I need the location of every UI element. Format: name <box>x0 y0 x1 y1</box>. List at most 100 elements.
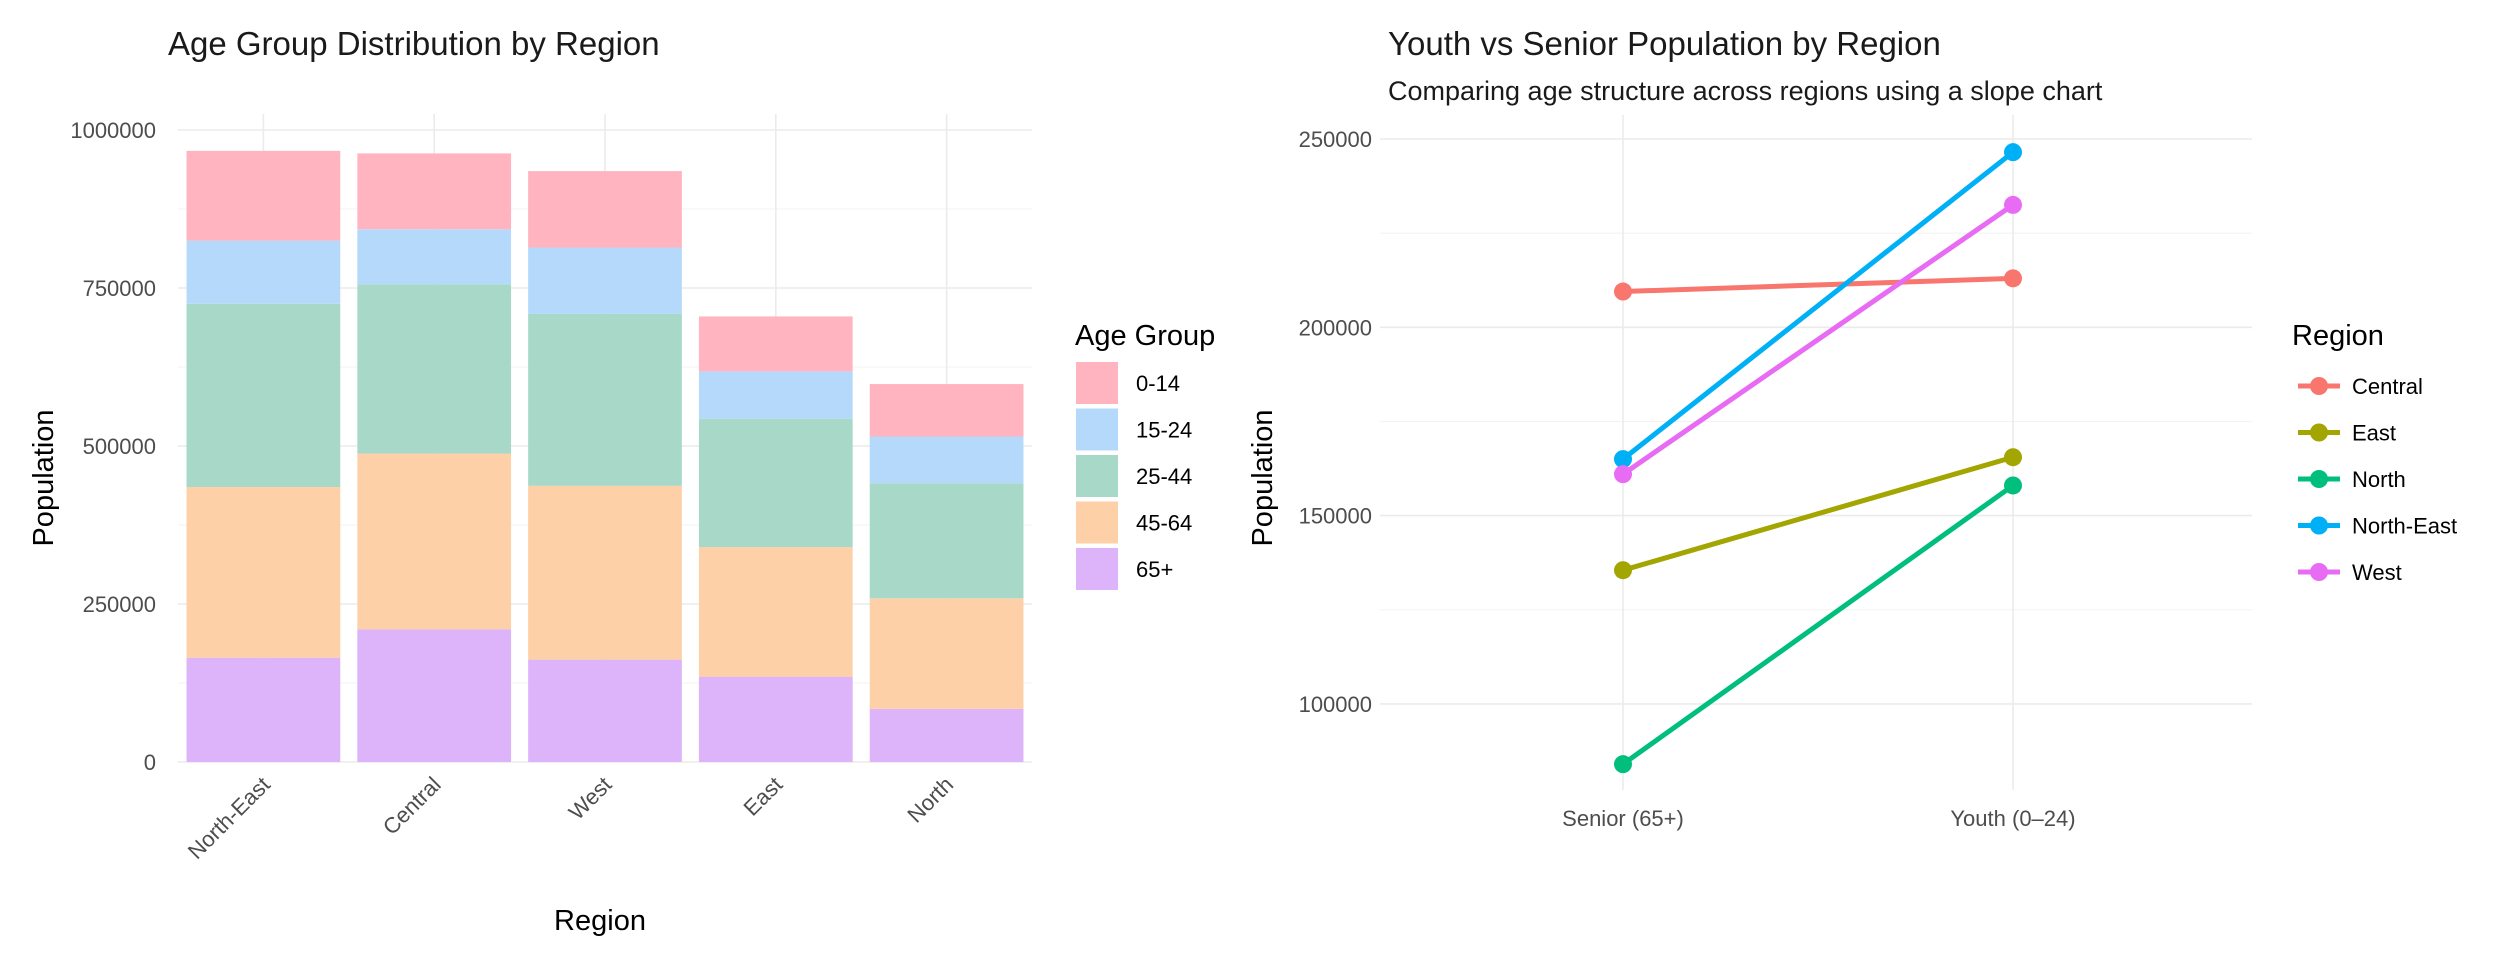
y-axis-ticks: 0 250000 500000 750000 1000000 <box>70 118 156 775</box>
x-tick-label: North-East <box>183 772 275 864</box>
series-line <box>1622 454 2014 573</box>
legend-swatch <box>1076 548 1118 590</box>
series-North <box>1614 476 2022 774</box>
bar-segment-0-14 <box>186 150 341 241</box>
bar-segment-25-44 <box>698 418 853 548</box>
bar-segment-45-64 <box>357 453 512 630</box>
series-West <box>1614 195 2022 484</box>
bar-segment-45-64 <box>186 487 341 658</box>
legend-title: Age Group <box>1075 320 1215 352</box>
x-tick-label: Central <box>378 772 446 840</box>
y-tick-label: 150000 <box>1299 504 1372 529</box>
legend: Region Central East North North-East West <box>2292 320 2457 585</box>
y-tick-label: 750000 <box>83 276 156 301</box>
bar-segment-0-14 <box>357 153 512 230</box>
data-point <box>2004 195 2022 214</box>
data-point <box>1614 465 1632 484</box>
bar-segment-15-24 <box>698 371 853 419</box>
y-tick-label: 250000 <box>83 592 156 617</box>
legend-label: North <box>2352 467 2406 492</box>
series-Central <box>1614 269 2022 301</box>
x-axis-ticks: North-East Central West East North <box>183 772 958 864</box>
series-North-East <box>1614 143 2022 469</box>
legend-swatch <box>1076 362 1118 404</box>
x-tick-label: West <box>564 772 617 825</box>
legend-swatch <box>1076 408 1118 451</box>
legend-marker <box>2310 470 2328 488</box>
x-axis-ticks: Senior (65+) Youth (0–24) <box>1562 806 2075 831</box>
legend-marker <box>2310 423 2328 442</box>
chart-title: Youth vs Senior Population by Region <box>1388 25 1941 62</box>
y-tick-label: 500000 <box>83 434 156 459</box>
series-lines <box>1614 143 2022 774</box>
bar-segment-15-24 <box>528 247 682 314</box>
chart-title: Age Group Distribution by Region <box>168 25 660 62</box>
x-tick-label: Senior (65+) <box>1562 806 1684 831</box>
data-point <box>2004 448 2022 467</box>
bar-segment-45-64 <box>528 485 682 660</box>
series-line <box>1621 483 2015 767</box>
bar-segment-0-14 <box>528 171 682 248</box>
bar-segment-15-24 <box>357 229 512 285</box>
legend-marker <box>2310 516 2328 535</box>
legend-label: 65+ <box>1136 557 1173 582</box>
x-tick-label: North <box>902 772 958 828</box>
bar-segment-65+ <box>357 629 512 762</box>
gridlines <box>1380 115 2252 790</box>
bar-segment-65+ <box>698 676 853 762</box>
x-axis-title: Region <box>554 905 646 937</box>
y-tick-label: 1000000 <box>70 118 156 143</box>
series-line <box>1622 275 2014 295</box>
bar-segment-25-44 <box>528 313 682 486</box>
legend-label: North-East <box>2352 514 2457 539</box>
legend-label: 15-24 <box>1136 418 1192 443</box>
legend-label: East <box>2352 421 2396 446</box>
bar-segment-65+ <box>528 659 682 762</box>
data-point <box>1614 755 1632 774</box>
legend-marker <box>2310 563 2328 581</box>
legend-label: 25-44 <box>1136 464 1192 489</box>
chart-subtitle: Comparing age structure across regions u… <box>1388 76 2103 106</box>
legend-label: Central <box>2352 374 2423 399</box>
y-tick-label: 200000 <box>1299 315 1372 340</box>
stacked-bar-chart: Age Group Distribution by Region 0 250000… <box>28 25 1215 937</box>
legend-swatch <box>1076 455 1118 497</box>
bar-segment-45-64 <box>698 547 853 677</box>
bar-segment-15-24 <box>869 436 1024 484</box>
data-point <box>2004 269 2022 288</box>
x-tick-label: East <box>739 772 788 821</box>
series-line <box>1621 150 2015 462</box>
bar-segment-25-44 <box>186 303 341 488</box>
y-axis-title: Population <box>1247 409 1279 546</box>
legend-label: West <box>2352 560 2402 585</box>
bar-segment-65+ <box>869 708 1024 762</box>
slope-chart-panel: Youth vs Senior Population by Region Com… <box>1230 0 2496 960</box>
bar-segment-0-14 <box>698 316 853 372</box>
y-tick-label: 100000 <box>1299 692 1372 717</box>
y-tick-label: 0 <box>144 750 156 775</box>
bar-segment-0-14 <box>869 384 1024 437</box>
legend-marker <box>2310 377 2328 395</box>
legend-label: 0-14 <box>1136 371 1180 396</box>
data-point <box>1614 282 1632 301</box>
slope-chart: Youth vs Senior Population by Region Com… <box>1247 25 2457 831</box>
y-tick-label: 250000 <box>1299 127 1372 152</box>
bar-segment-15-24 <box>186 240 341 304</box>
bar-segment-65+ <box>186 657 341 762</box>
legend: Age Group 0-14 15-24 25-44 45-64 65+ <box>1075 320 1215 590</box>
data-point <box>1614 450 1632 469</box>
bar-segment-25-44 <box>357 284 512 454</box>
x-tick-label: Youth (0–24) <box>1950 806 2075 831</box>
data-point <box>2004 143 2022 162</box>
data-point <box>1614 561 1632 580</box>
y-axis-ticks: 100000 150000 200000 250000 <box>1299 127 1372 717</box>
bars <box>186 150 1024 762</box>
legend-swatch <box>1076 501 1118 544</box>
bar-segment-25-44 <box>869 483 1024 599</box>
stacked-bar-chart-panel: Age Group Distribution by Region 0 250000… <box>0 0 1230 960</box>
bar-segment-45-64 <box>869 598 1024 709</box>
legend-title: Region <box>2292 320 2384 352</box>
series-line <box>1621 202 2015 477</box>
data-point <box>2004 476 2022 495</box>
legend-label: 45-64 <box>1136 511 1192 536</box>
